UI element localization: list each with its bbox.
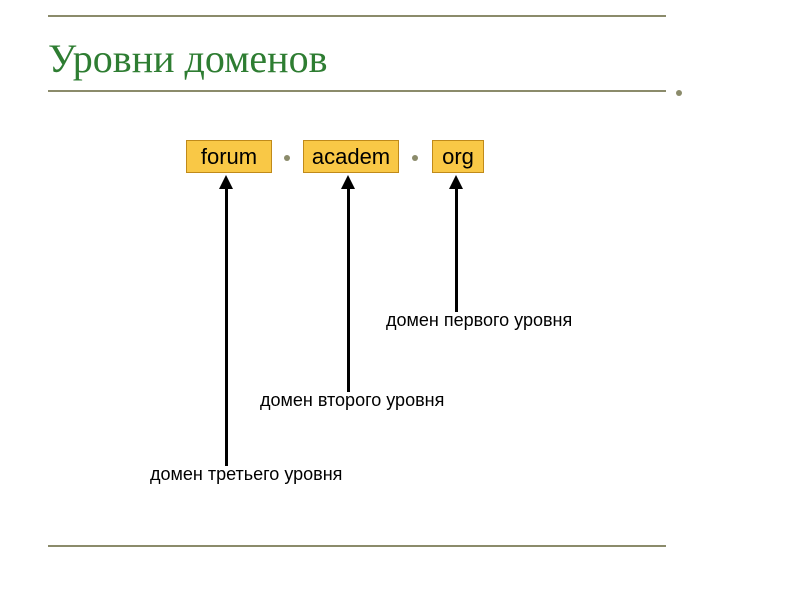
domain-box-org: org (432, 140, 484, 173)
separator-dot-0 (284, 155, 290, 161)
arrow-label-org: домен первого уровня (386, 310, 572, 331)
arrow-line-org (455, 187, 458, 312)
decor-dot (676, 90, 682, 96)
bottom-border-line (48, 545, 666, 547)
arrow-line-forum (225, 187, 228, 466)
arrow-head-academ (341, 175, 355, 189)
domain-box-forum: forum (186, 140, 272, 173)
arrow-line-academ (347, 187, 350, 392)
separator-dot-1 (412, 155, 418, 161)
top-border-line (48, 15, 666, 17)
arrow-head-forum (219, 175, 233, 189)
arrow-label-forum: домен третьего уровня (150, 464, 342, 485)
page-title: Уровни доменов (48, 35, 327, 82)
arrow-label-academ: домен второго уровня (260, 390, 444, 411)
title-underline (48, 90, 666, 92)
arrow-head-org (449, 175, 463, 189)
domain-box-academ: academ (303, 140, 399, 173)
